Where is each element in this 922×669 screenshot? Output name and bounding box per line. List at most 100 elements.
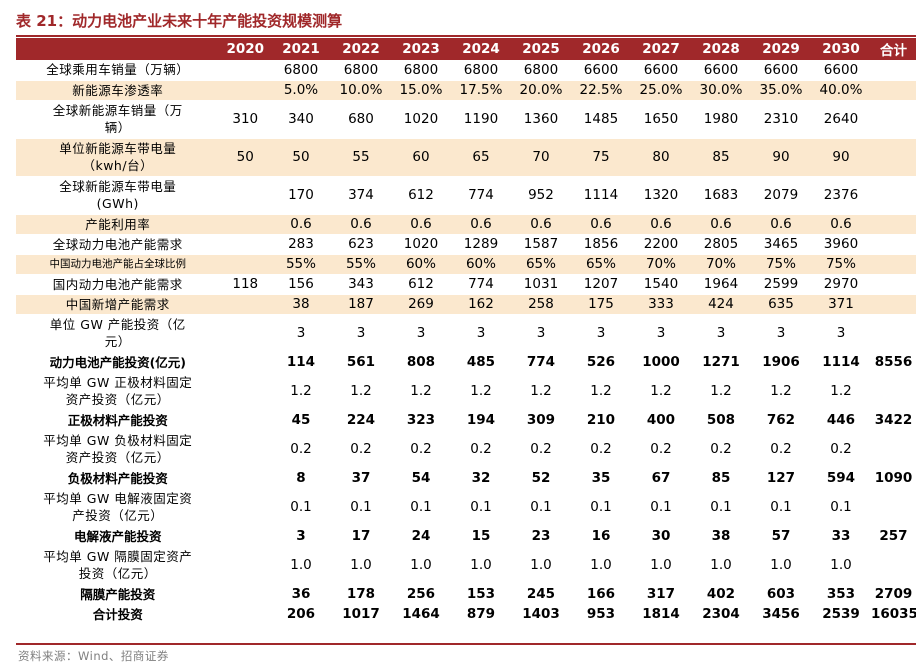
value-cell: 1020 (390, 234, 451, 255)
row-label: 平均单 GW 隔膜固定资产 投资（亿元） (16, 546, 220, 585)
value-cell (219, 604, 271, 625)
value-cell: 60% (390, 254, 451, 275)
value-cell: 35 (570, 468, 631, 489)
value-cell (219, 80, 271, 101)
value-cell (219, 430, 271, 469)
row-label: 隔膜产能投资 (16, 584, 220, 605)
row-label: 全球新能源车带电量 (GWh) (16, 176, 220, 215)
row-label: 平均单 GW 负极材料固定 资产投资（亿元） (16, 430, 220, 469)
value-cell: 6800 (450, 60, 511, 81)
value-cell: 561 (330, 352, 391, 373)
row-label: 全球乘用车销量（万辆） (16, 60, 220, 81)
value-cell: 178 (330, 584, 391, 605)
total-cell (870, 234, 916, 255)
value-cell: 762 (750, 410, 811, 431)
header-cell-5: 2024 (450, 38, 511, 60)
value-cell: 1980 (690, 100, 751, 139)
table-row: 平均单 GW 电解液固定资 产投资（亿元） 0.1 0.1 0.1 0.1 0.1 0.1 0.… (16, 488, 916, 527)
table-row: 单位新能源车带电量 （kwh/台） 50 50 55 60 65 70 75 80 85 90 90 (16, 138, 916, 177)
total-cell (870, 430, 916, 469)
value-cell: 1.2 (570, 372, 631, 411)
value-cell: 2599 (750, 274, 811, 295)
table-row: 平均单 GW 隔膜固定资产 投资（亿元） 1.0 1.0 1.0 1.0 1.0 1.0 1.0… (16, 546, 916, 585)
row-label: 单位新能源车带电量 （kwh/台） (16, 138, 220, 177)
total-cell (870, 254, 916, 275)
investment-table: 2020 2021 2022 2023 2024 2025 2026 2027 2028 2029… (16, 38, 916, 625)
table-row: 全球乘用车销量（万辆） 6800 6800 6800 6800 6800 6600 6600 6… (16, 60, 916, 81)
total-cell: 8556 (870, 352, 916, 373)
value-cell: 283 (270, 234, 331, 255)
value-cell (219, 468, 271, 489)
value-cell: 67 (630, 468, 691, 489)
value-cell: 3 (510, 314, 571, 353)
total-cell (870, 546, 916, 585)
row-label: 动力电池产能投资(亿元) (16, 352, 220, 373)
value-cell: 879 (450, 604, 511, 625)
title-divider (16, 35, 916, 37)
value-cell: 353 (810, 584, 871, 605)
value-cell: 25.0% (630, 80, 691, 101)
header-cell-11: 2030 (810, 38, 871, 60)
value-cell: 1114 (570, 176, 631, 215)
value-cell: 85 (690, 468, 751, 489)
table-title: 表 21：动力电池产业未来十年产能投资规模测算 (16, 12, 343, 30)
value-cell: 1650 (630, 100, 691, 139)
row-label: 产能利用率 (16, 214, 220, 235)
value-cell: 680 (330, 100, 391, 139)
value-cell (219, 526, 271, 547)
value-cell: 3 (570, 314, 631, 353)
value-cell (219, 254, 271, 275)
value-cell: 0.6 (750, 214, 811, 235)
total-cell: 16035 (870, 604, 916, 625)
value-cell: 8 (270, 468, 331, 489)
total-cell (870, 372, 916, 411)
table-row: 产能利用率 0.6 0.6 0.6 0.6 0.6 0.6 0.6 0.6 0.6 0.6 (16, 214, 916, 235)
value-cell (219, 214, 271, 235)
value-cell: 3456 (750, 604, 811, 625)
value-cell: 35.0% (750, 80, 811, 101)
row-label: 全球动力电池产能需求 (16, 234, 220, 255)
value-cell: 1.2 (270, 372, 331, 411)
value-cell: 1.2 (450, 372, 511, 411)
value-cell: 1190 (450, 100, 511, 139)
row-label: 新能源车渗透率 (16, 80, 220, 101)
value-cell: 0.6 (570, 214, 631, 235)
total-cell: 257 (870, 526, 916, 547)
value-cell: 1.2 (690, 372, 751, 411)
value-cell: 953 (570, 604, 631, 625)
value-cell: 1964 (690, 274, 751, 295)
header-cell-4: 2023 (390, 38, 451, 60)
value-cell: 52 (510, 468, 571, 489)
table-row: 国内动力电池产能需求 118 156 343 612 774 1031 1207 1540 196… (16, 274, 916, 295)
value-cell (219, 584, 271, 605)
value-cell: 30 (630, 526, 691, 547)
value-cell: 17.5% (450, 80, 511, 101)
value-cell: 1031 (510, 274, 571, 295)
total-cell: 2709 (870, 584, 916, 605)
value-cell: 402 (690, 584, 751, 605)
value-cell: 70 (510, 138, 571, 177)
table-row: 隔膜产能投资 36 178 256 153 245 166 317 402 603 353 2709 (16, 584, 916, 605)
value-cell: 0.2 (510, 430, 571, 469)
value-cell: 0.6 (690, 214, 751, 235)
value-cell: 0.2 (450, 430, 511, 469)
value-cell: 6800 (510, 60, 571, 81)
total-cell (870, 488, 916, 527)
value-cell: 0.2 (390, 430, 451, 469)
table-row: 中国动力电池产能占全球比例 55% 55% 60% 60% 65% 65% 70% 70% 75%… (16, 254, 916, 275)
value-cell: 0.2 (750, 430, 811, 469)
value-cell: 0.2 (690, 430, 751, 469)
value-cell: 127 (750, 468, 811, 489)
value-cell: 0.6 (510, 214, 571, 235)
value-cell (219, 176, 271, 215)
value-cell: 0.6 (390, 214, 451, 235)
value-cell: 1.0 (570, 546, 631, 585)
total-cell (870, 214, 916, 235)
table-row: 平均单 GW 正极材料固定 资产投资（亿元） 1.2 1.2 1.2 1.2 1.2 1.2 1… (16, 372, 916, 411)
value-cell (219, 410, 271, 431)
value-cell: 3 (750, 314, 811, 353)
value-cell: 1814 (630, 604, 691, 625)
value-cell: 269 (390, 294, 451, 315)
value-cell: 38 (270, 294, 331, 315)
value-cell: 774 (450, 176, 511, 215)
